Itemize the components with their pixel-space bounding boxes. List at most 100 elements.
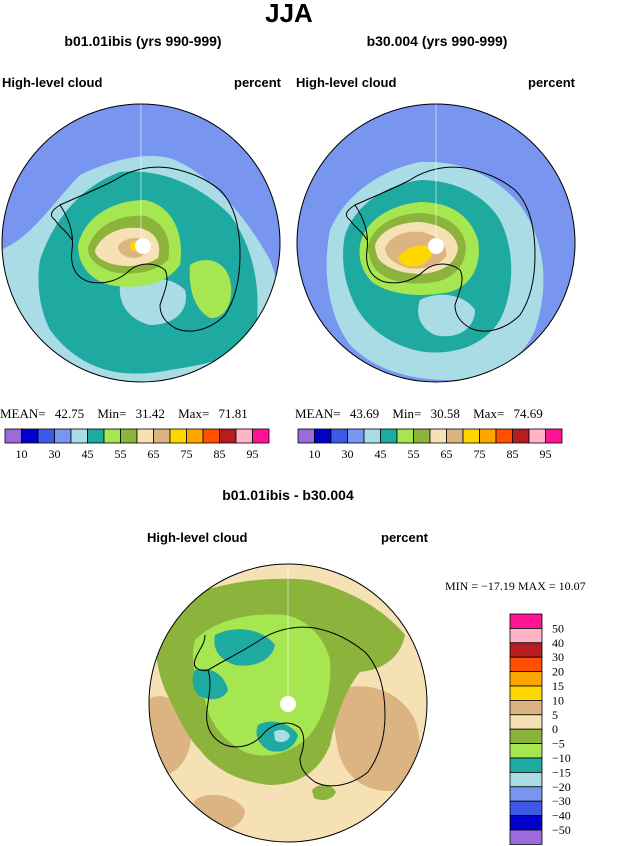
- diff-units-label: percent: [381, 530, 428, 545]
- map2-pole-hole: [428, 238, 444, 254]
- colorbar-swatch: [330, 428, 348, 444]
- map3-field-dm10-a: [214, 629, 275, 666]
- colorbar-tick-label: 45: [82, 447, 94, 461]
- colorbar-swatch: [509, 628, 543, 644]
- colorbar-swatch: [54, 428, 72, 444]
- panel2-variable-label: High-level cloud: [296, 75, 397, 90]
- panel2-units-label: percent: [528, 75, 575, 90]
- panel2-max-value: 74.69: [513, 406, 543, 421]
- panel2-min-label: Min=: [392, 406, 422, 421]
- map1-field-c45-inner: [119, 278, 186, 325]
- panel2-title: b30.004 (yrs 990-999): [366, 33, 508, 49]
- colorbar-swatch: [380, 428, 398, 444]
- colorbar-tick-label: −15: [552, 765, 571, 779]
- colorbar-swatch: [37, 428, 55, 444]
- colorbar-tick-label: 75: [181, 447, 193, 461]
- colorbar-swatch: [202, 428, 220, 444]
- colorbar-swatch: [186, 428, 204, 444]
- map2-peninsula-outline: [345, 204, 368, 241]
- colorbar-swatch: [509, 700, 543, 716]
- colorbar-swatch: [446, 428, 464, 444]
- map1-field-c60-b: [189, 260, 232, 319]
- map1-pole-hole: [135, 238, 151, 254]
- colorbar-swatch: [509, 800, 543, 817]
- panel2-min-value: 30.58: [430, 406, 460, 421]
- colorbar-swatch: [509, 642, 543, 658]
- colorbar-tick-label: −50: [552, 823, 571, 837]
- panel1-min-label: Min=: [97, 406, 127, 421]
- colorbar-swatch: [4, 428, 22, 444]
- colorbar-swatch: [509, 685, 543, 701]
- colorbar-swatch: [413, 428, 431, 444]
- colorbar-swatch: [120, 428, 138, 444]
- colorbar-swatch: [479, 428, 497, 444]
- colorbar-swatch: [153, 428, 171, 444]
- colorbar-swatch: [297, 428, 315, 444]
- colorbar-swatch: [509, 757, 543, 773]
- map3-field-dm15: [274, 729, 290, 743]
- page-title: JJA: [265, 0, 313, 28]
- panel1-colorbar: 10 30 45 55 65 75 85 95: [4, 428, 270, 461]
- colorbar-swatch: [545, 428, 563, 444]
- map1: [2, 104, 280, 382]
- colorbar-tick-label: 20: [552, 665, 564, 679]
- map1-border: [1, 103, 281, 383]
- colorbar-swatch: [495, 428, 513, 444]
- colorbar-tick-label: −5: [552, 737, 565, 751]
- colorbar-swatch: [136, 428, 154, 444]
- map3-border: [148, 563, 428, 843]
- colorbar-tick-label: 30: [342, 447, 354, 461]
- colorbar-swatch: [252, 428, 270, 444]
- map3-field-d0-small: [312, 784, 336, 800]
- panel1-variable-label: High-level cloud: [2, 75, 103, 90]
- colorbar-tick-label: 55: [408, 447, 420, 461]
- colorbar-swatch: [509, 671, 543, 687]
- colorbar-tick-label: 30: [49, 447, 61, 461]
- panel1-stats: MEAN= 42.75 Min= 31.42 Max= 71.81: [0, 406, 248, 422]
- panel1-units-label: percent: [234, 75, 281, 90]
- colorbar-swatch: [509, 815, 543, 831]
- colorbar-swatch: [429, 428, 447, 444]
- colorbar-tick-label: 95: [540, 447, 552, 461]
- colorbar-tick-label: 85: [507, 447, 519, 461]
- colorbar-swatch: [509, 829, 543, 845]
- colorbar-swatch: [528, 428, 546, 444]
- map3-peninsula-outline: [193, 634, 209, 671]
- colorbar-tick-label: 10: [552, 693, 564, 707]
- colorbar-swatch: [235, 428, 253, 444]
- colorbar-swatch: [509, 743, 543, 759]
- colorbar-tick-label: 10: [309, 447, 321, 461]
- diff-variable-label: High-level cloud: [147, 530, 248, 545]
- map3-field-d10-right: [334, 686, 420, 791]
- colorbar-tick-label: 10: [16, 447, 28, 461]
- colorbar-tick-label: 65: [148, 447, 160, 461]
- colorbar-tick-label: 75: [474, 447, 486, 461]
- panel1-max-label: Max=: [178, 406, 210, 421]
- panel2-colorbar: 10 30 45 55 65 75 85 95: [297, 428, 563, 461]
- map1-continent-outline: [59, 166, 241, 332]
- colorbar-tick-label: 95: [247, 447, 259, 461]
- colorbar-tick-label: 40: [552, 636, 564, 650]
- panel2-mean-label: MEAN=: [295, 406, 341, 421]
- colorbar-tick-label: −40: [552, 809, 571, 823]
- colorbar-tick-label: 50: [552, 621, 564, 635]
- map2-border: [296, 103, 576, 383]
- map1-peninsula-outline: [50, 204, 73, 241]
- colorbar-tick-label: −20: [552, 780, 571, 794]
- colorbar-swatch: [21, 428, 39, 444]
- diff-stats: MIN = −17.19 MAX = 10.07: [445, 579, 586, 593]
- colorbar-swatch: [509, 613, 543, 629]
- colorbar-swatch: [509, 786, 543, 802]
- colorbar-swatch: [509, 656, 543, 673]
- colorbar-tick-label: 0: [552, 722, 558, 736]
- colorbar-swatch: [396, 428, 414, 444]
- colorbar-swatch: [70, 428, 88, 444]
- colorbar-swatch: [169, 428, 187, 444]
- panel1-min-value: 31.42: [135, 406, 165, 421]
- panel1-mean-label: MEAN=: [0, 406, 46, 421]
- colorbar-tick-label: 85: [214, 447, 226, 461]
- colorbar-tick-label: 65: [441, 447, 453, 461]
- panel1-mean-value: 42.75: [54, 406, 85, 421]
